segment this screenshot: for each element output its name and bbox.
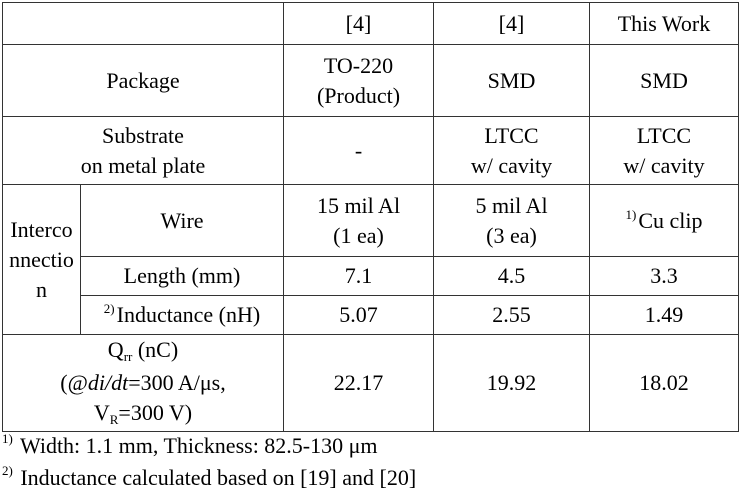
interconnection-label-line-3: n [36, 276, 47, 302]
qrr-cond-rest: =300 A/μs, [128, 370, 226, 395]
footnote-1-text: Width: 1.1 mm, Thickness: 82.5-130 μm [14, 433, 378, 458]
length-value-3: 3.3 [589, 256, 739, 296]
substrate-value-2-line-2: w/ cavity [470, 152, 553, 178]
footnote-2-mark: 2) [2, 463, 13, 478]
qrr-label-line-1: Qrr (nC) [3, 335, 283, 368]
footnote-1-mark: 1) [2, 431, 13, 446]
wire-value-2-line-2: (3 ea) [486, 222, 537, 248]
wire-value-3: 1)Cu clip [589, 184, 739, 257]
footnote-mark-2: 2) [103, 301, 115, 316]
package-value-1-line-1: TO-220 [323, 52, 394, 78]
qrr-subscript: rr [123, 349, 133, 364]
qrr-label-line-3: VR=300 V) [3, 398, 283, 431]
substrate-value-3-line-1: LTCC [636, 122, 692, 148]
inductance-value-3: 1.49 [589, 295, 739, 335]
vr-symbol: V [93, 400, 110, 425]
substrate-label-line-1: Substrate [102, 122, 184, 148]
substrate-value-1: - [283, 116, 434, 185]
interconnection-label-line-2: nnectio [9, 246, 74, 272]
footnote-1: 1) Width: 1.1 mm, Thickness: 82.5-130 μm [2, 430, 416, 462]
package-value-1: TO-220 (Product) [283, 44, 434, 117]
wire-value-1-line-2: (1 ea) [333, 222, 384, 248]
substrate-value-2: LTCC w/ cavity [433, 116, 590, 185]
substrate-value-2-line-1: LTCC [484, 122, 539, 148]
qrr-didt: di/dt [87, 370, 129, 395]
inductance-value-2: 2.55 [433, 295, 590, 335]
package-row: Package TO-220 (Product) SMD SMD [2, 44, 739, 117]
qrr-value-1: 22.17 [283, 334, 434, 432]
length-value-1: 7.1 [283, 256, 434, 296]
inductance-label: 2)Inductance (nH) [80, 295, 284, 335]
inductance-label-text: Inductance (nH) [116, 302, 261, 327]
wire-value-2: 5 mil Al (3 ea) [433, 184, 590, 257]
substrate-label: Substrate on metal plate [2, 116, 284, 185]
inductance-row: 2)Inductance (nH) 5.07 2.55 1.49 [3, 295, 739, 335]
footnote-mark-1: 1) [625, 206, 637, 222]
header-ref-4-a: [4] [283, 2, 434, 45]
interconnection-group-label: Interco nnectio n [2, 184, 81, 335]
qrr-label-line-2: (@di/dt=300 A/μs, [3, 368, 283, 398]
comparison-table: [4] [4] This Work Package TO-220 (Produc… [2, 2, 739, 432]
vr-rest: =300 V) [118, 400, 193, 425]
substrate-value-3-line-2: w/ cavity [623, 152, 705, 178]
wire-value-3-text: Cu clip [638, 207, 703, 233]
substrate-row: Substrate on metal plate - LTCC w/ cavit… [2, 116, 739, 185]
vr-subscript: R [109, 412, 119, 427]
qrr-label: Qrr (nC) (@di/dt=300 A/μs, VR=300 V) [2, 334, 284, 432]
wire-row: Interco nnectio n Wire 15 mil Al (1 ea) … [2, 184, 739, 335]
package-value-2: SMD [433, 44, 590, 117]
interconnection-label-line-1: Interco [10, 216, 73, 242]
qrr-value-3: 18.02 [589, 334, 739, 432]
header-ref-4-b: [4] [433, 2, 590, 45]
qrr-symbol: Q [107, 337, 124, 362]
wire-value-1: 15 mil Al (1 ea) [283, 184, 434, 257]
qrr-value-2: 19.92 [433, 334, 590, 432]
header-this-work: This Work [589, 2, 739, 45]
wire-label: Wire [80, 184, 284, 257]
footnotes: 1) Width: 1.1 mm, Thickness: 82.5-130 μm… [2, 430, 416, 494]
length-label: Length (mm) [80, 256, 284, 296]
package-label: Package [2, 44, 284, 117]
qrr-unit: (nC) [132, 337, 179, 362]
length-row: Length (mm) 7.1 4.5 3.3 [3, 256, 739, 296]
qrr-row: Qrr (nC) (@di/dt=300 A/μs, VR=300 V) 22.… [2, 334, 739, 432]
header-row: [4] [4] This Work [2, 2, 739, 45]
inductance-value-1: 5.07 [283, 295, 434, 335]
package-value-1-line-2: (Product) [316, 82, 401, 108]
footnote-2: 2) Inductance calculated based on [19] a… [2, 462, 416, 494]
footnote-2-text: Inductance calculated based on [19] and … [14, 465, 417, 490]
package-value-3: SMD [589, 44, 739, 117]
substrate-label-line-2: on metal plate [80, 152, 206, 178]
wire-value-2-line-1: 5 mil Al [475, 192, 548, 218]
substrate-value-3: LTCC w/ cavity [589, 116, 739, 185]
length-value-2: 4.5 [433, 256, 590, 296]
qrr-cond-open: (@ [60, 370, 88, 395]
header-empty-cell [2, 2, 284, 45]
wire-value-1-line-1: 15 mil Al [316, 192, 401, 218]
